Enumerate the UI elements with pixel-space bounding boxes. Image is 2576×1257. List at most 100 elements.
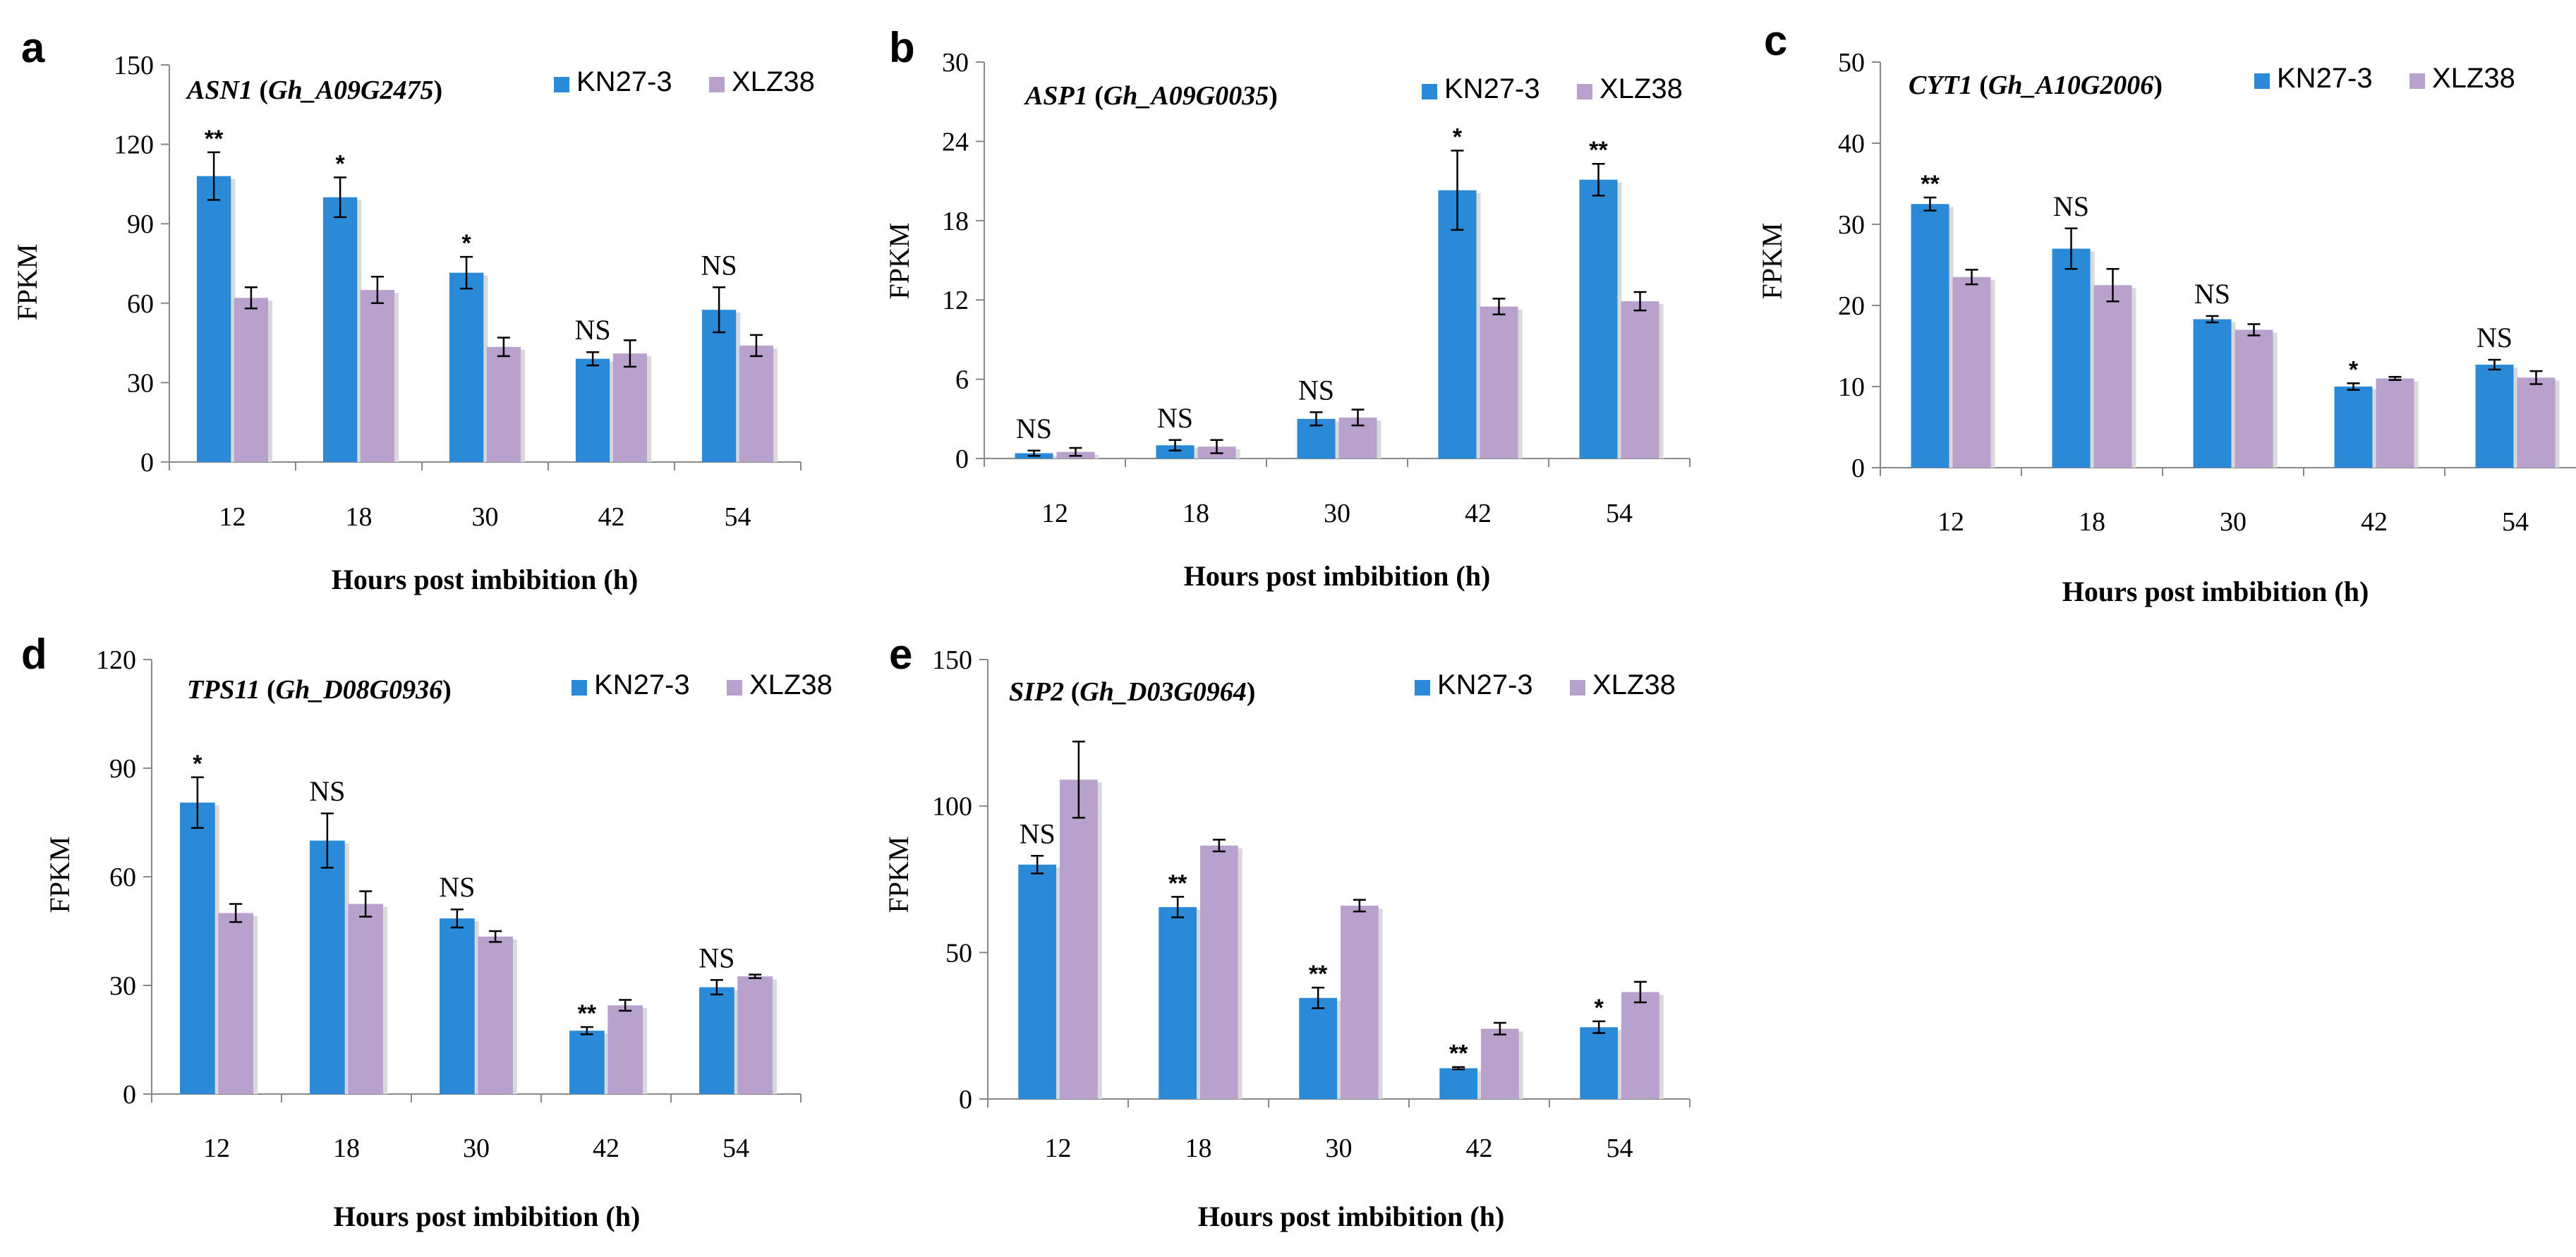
y-tick-label: 20 <box>1838 291 1865 321</box>
legend-label: KN27-3 <box>2277 63 2373 94</box>
chart-panel-a: a 0 30 60 90 120 150 12 ** 18 * 30 * 42 NS 54 NS ASN1 (Gh… <box>11 24 815 595</box>
bar-xlz38-30 <box>1340 905 1379 1099</box>
panel-letter: b <box>889 24 915 71</box>
significance-label: NS <box>439 871 475 903</box>
bar-xlz38-54 <box>1621 301 1659 459</box>
chart-title: ASN1 (Gh_A09G2475) <box>186 75 442 105</box>
bar-kn27-3-42 <box>575 358 610 462</box>
significance-label: NS <box>701 249 737 281</box>
bar-kn27-3-18 <box>1159 906 1197 1099</box>
chart-panel-d: d 0 30 60 90 120 12 * 18 NS 30 NS 42 ** 54 NS TPS11 (Gh_… <box>21 631 833 1232</box>
significance-label: NS <box>1020 818 1056 849</box>
chart-panel-c: c 0 10 20 30 40 50 12 ** 18 NS 30 NS 42 * 54 NS CYT1 (Gh_… <box>1756 17 2576 607</box>
significance-label: ** <box>1921 171 1940 198</box>
x-tick-label: 18 <box>2079 507 2105 537</box>
significance-label: * <box>461 230 471 257</box>
bar-xlz38-12 <box>1059 779 1098 1099</box>
chart-title: TPS11 (Gh_D08G0936) <box>187 675 452 705</box>
title-paren-close: ) <box>2153 71 2163 100</box>
y-tick-label: 30 <box>109 971 136 1001</box>
x-tick-label: 12 <box>1041 499 1068 528</box>
bar-kn27-3-54 <box>1579 179 1618 459</box>
y-tick-label: 0 <box>140 448 154 478</box>
x-axis-title: Hours post imbibition (h) <box>334 1201 641 1232</box>
title-paren-open: ( <box>1064 677 1080 707</box>
bar-kn27-3-12 <box>180 802 215 1094</box>
significance-label: NS <box>2053 190 2089 222</box>
x-tick-label: 30 <box>2220 507 2247 537</box>
bar-kn27-3-42 <box>1439 1068 1478 1099</box>
y-tick-label: 40 <box>1838 129 1865 159</box>
x-tick-label: 42 <box>2361 507 2388 537</box>
legend-swatch <box>1577 84 1592 99</box>
significance-label: ** <box>1309 961 1328 988</box>
bar-kn27-3-54 <box>1580 1027 1619 1099</box>
bar-kn27-3-54 <box>701 310 737 462</box>
chart-title: SIP2 (Gh_D03G0964) <box>1009 677 1255 707</box>
bar-xlz38-18 <box>1199 845 1238 1099</box>
legend-swatch <box>1415 680 1430 696</box>
bar-xlz38-18 <box>348 904 383 1094</box>
title-gene-id: Gh_A10G2006 <box>1988 71 2153 100</box>
bar-xlz38-42 <box>607 1005 643 1094</box>
bar-kn27-3-30 <box>1299 997 1338 1099</box>
significance-label: * <box>1595 995 1604 1021</box>
significance-label: * <box>335 151 345 178</box>
title-paren-close: ) <box>1247 677 1256 707</box>
bar-xlz38-42 <box>2376 378 2414 468</box>
bar-kn27-3-18 <box>322 197 358 462</box>
title-gene-id: Gh_D08G0936 <box>276 675 442 705</box>
significance-label: NS <box>1157 402 1193 434</box>
bar-kn27-3-12 <box>196 176 231 462</box>
bar-xlz38-42 <box>1480 306 1518 459</box>
significance-label: NS <box>1298 374 1334 406</box>
legend-label: XLZ38 <box>1600 73 1683 104</box>
bar-kn27-3-12 <box>1018 864 1057 1099</box>
bar-xlz38-30 <box>2235 329 2273 468</box>
significance-label: NS <box>575 314 611 346</box>
y-tick-label: 120 <box>114 130 154 160</box>
y-tick-label: 100 <box>932 792 972 822</box>
chart-panel-b: b 0 6 12 18 24 30 12 NS 18 NS 30 NS 42 * 54 ** ASP1 (Gh_A… <box>883 24 1691 592</box>
y-axis-title: FPKM <box>1756 223 1788 300</box>
legend-label: XLZ38 <box>1592 669 1676 700</box>
chart-panel-e: e 0 50 100 150 12 NS 18 ** 30 ** 42 ** 54 * SIP2 (Gh_D0… <box>883 631 1691 1232</box>
legend-label: XLZ38 <box>749 669 833 700</box>
y-axis-title: FPKM <box>11 244 43 321</box>
x-tick-label: 30 <box>1326 1134 1353 1163</box>
y-tick-label: 0 <box>955 444 969 474</box>
title-gene: CYT1 <box>1909 71 1973 100</box>
x-tick-label: 54 <box>725 502 751 532</box>
y-tick-label: 150 <box>932 645 972 675</box>
bar-xlz38-42 <box>612 353 648 462</box>
bar-kn27-3-30 <box>440 918 475 1094</box>
x-tick-label: 42 <box>598 502 625 532</box>
legend-swatch <box>727 680 742 696</box>
bar-xlz38-18 <box>2093 285 2132 468</box>
significance-label: NS <box>309 775 345 807</box>
bar-kn27-3-42 <box>1438 190 1477 459</box>
significance-label: ** <box>1168 870 1187 897</box>
legend-swatch <box>554 77 569 92</box>
y-tick-label: 30 <box>942 48 969 78</box>
legend-label: XLZ38 <box>2432 63 2515 94</box>
y-tick-label: 120 <box>96 645 136 675</box>
chart-title: CYT1 (Gh_A10G2006) <box>1909 71 2163 100</box>
y-tick-label: 60 <box>109 863 136 892</box>
x-tick-label: 18 <box>346 502 373 532</box>
title-paren-open: ( <box>253 75 268 105</box>
title-paren-open: ( <box>260 675 275 705</box>
significance-label: ** <box>1449 1040 1468 1067</box>
x-tick-label: 42 <box>1465 499 1492 528</box>
y-tick-label: 0 <box>959 1085 972 1115</box>
title-gene: TPS11 <box>187 675 260 705</box>
x-tick-label: 54 <box>1606 499 1633 528</box>
significance-label: * <box>193 751 202 777</box>
y-tick-label: 60 <box>127 289 154 319</box>
x-tick-label: 12 <box>203 1134 230 1163</box>
legend-label: KN27-3 <box>1437 669 1533 700</box>
legend-label: XLZ38 <box>732 66 815 97</box>
bar-kn27-3-42 <box>2334 387 2373 468</box>
legend-swatch <box>2409 73 2425 89</box>
